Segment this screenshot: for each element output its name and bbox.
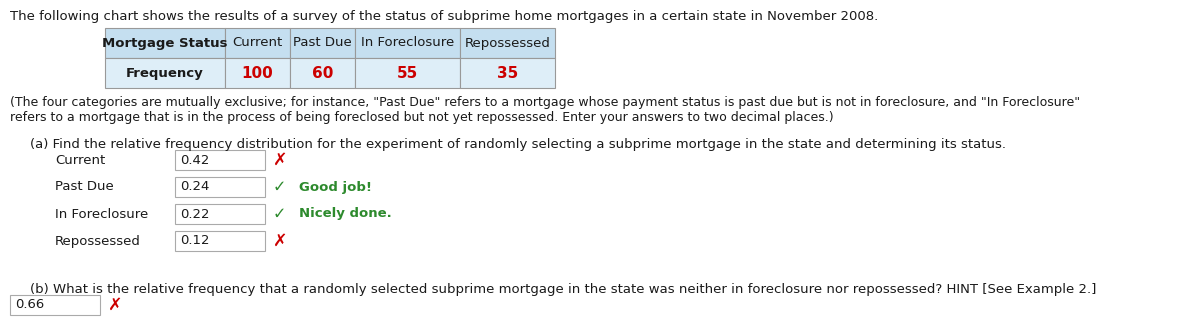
Bar <box>460 28 554 58</box>
Text: The following chart shows the results of a survey of the status of subprime home: The following chart shows the results of… <box>10 10 878 23</box>
Text: 60: 60 <box>312 65 334 80</box>
Text: Current: Current <box>55 154 106 167</box>
Text: (a) Find the relative frequency distribution for the experiment of randomly sele: (a) Find the relative frequency distribu… <box>30 138 1006 151</box>
Text: 0.12: 0.12 <box>180 235 210 248</box>
Bar <box>226 58 290 88</box>
Bar <box>106 58 226 88</box>
Text: 0.42: 0.42 <box>180 154 209 167</box>
Text: ✓: ✓ <box>274 206 287 222</box>
Text: Current: Current <box>233 37 283 50</box>
Bar <box>460 58 554 88</box>
Text: 0.66: 0.66 <box>14 298 44 311</box>
Text: Past Due: Past Due <box>293 37 352 50</box>
Bar <box>175 177 265 197</box>
Text: In Foreclosure: In Foreclosure <box>55 207 149 221</box>
Bar <box>106 28 226 58</box>
Text: Frequency: Frequency <box>126 66 204 79</box>
Bar <box>355 28 460 58</box>
Text: 100: 100 <box>241 65 274 80</box>
Text: Nicely done.: Nicely done. <box>299 207 391 221</box>
Text: (The four categories are mutually exclusive; for instance, "Past Due" refers to : (The four categories are mutually exclus… <box>10 96 1080 124</box>
Text: 0.24: 0.24 <box>180 180 209 193</box>
Bar <box>175 231 265 251</box>
Text: Repossessed: Repossessed <box>464 37 551 50</box>
Text: Mortgage Status: Mortgage Status <box>102 37 228 50</box>
Text: Repossessed: Repossessed <box>55 235 140 248</box>
Text: 55: 55 <box>397 65 418 80</box>
Text: ✗: ✗ <box>274 232 288 250</box>
Bar <box>226 28 290 58</box>
Bar <box>355 58 460 88</box>
Text: ✗: ✗ <box>108 296 122 314</box>
Bar <box>290 28 355 58</box>
Text: ✓: ✓ <box>274 179 287 194</box>
Bar <box>10 295 100 315</box>
Text: Good job!: Good job! <box>299 180 372 193</box>
Text: (b) What is the relative frequency that a randomly selected subprime mortgage in: (b) What is the relative frequency that … <box>30 283 1097 296</box>
Bar <box>290 58 355 88</box>
Text: 0.22: 0.22 <box>180 207 210 221</box>
Text: 35: 35 <box>497 65 518 80</box>
Text: In Foreclosure: In Foreclosure <box>361 37 454 50</box>
Bar <box>175 204 265 224</box>
Bar <box>175 150 265 170</box>
Text: Past Due: Past Due <box>55 180 114 193</box>
Text: ✗: ✗ <box>274 151 288 169</box>
